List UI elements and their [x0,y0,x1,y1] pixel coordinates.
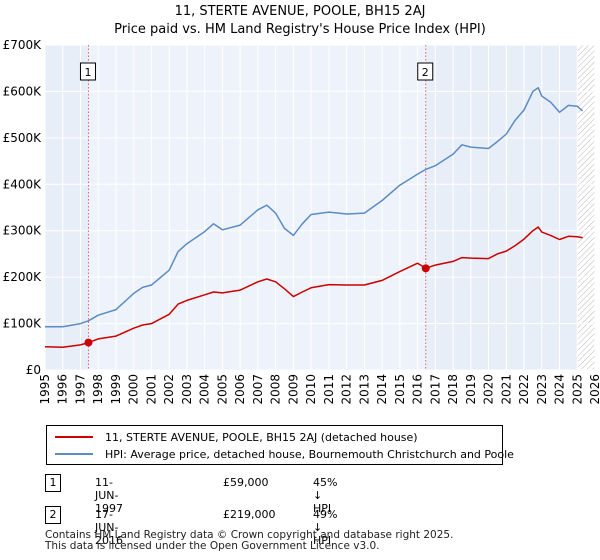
chart-subtitle: Price paid vs. HM Land Registry's House … [114,22,486,37]
x-tick-label: 2026 [588,374,600,405]
x-tick-label: 2025 [570,374,584,405]
forecast-hatch [577,45,595,370]
x-tick-label: 2001 [144,374,158,405]
sale-badge: 1 [45,474,61,492]
x-tick-label: 2009 [286,374,300,405]
sale-number-box [79,62,96,81]
sale-date: 11-JUN-1997 [95,476,123,515]
footer-copyright: Contains HM Land Registry data © Crown c… [45,529,454,541]
x-tick-label: 2019 [464,374,478,405]
x-tick-label: 1996 [56,374,70,405]
y-tick-label: £200K [3,270,43,284]
x-tick-label: 2000 [127,374,141,405]
hpi-series-line [45,86,584,328]
y-tick-label: £600K [3,84,43,98]
y-tick-label: £700K [3,38,43,52]
price-series-line [44,226,583,349]
x-tick-label: 1998 [91,374,105,405]
sale-hpi-diff: 45% ↓ HPI [313,476,338,515]
x-tick-label: 2012 [340,374,354,405]
x-tick-label: 1999 [109,374,123,405]
sale-date: 17-JUN-2016 [95,508,123,547]
legend-label-property: 11, STERTE AVENUE, POOLE, BH15 2AJ (deta… [105,430,418,444]
x-tick-label: 2002 [162,374,176,405]
x-tick-label: 2006 [233,374,247,405]
x-tick-label: 2014 [375,374,389,405]
sale-badge: 2 [45,506,61,524]
legend-label-hpi: HPI: Average price, detached house, Bour… [105,447,514,461]
x-tick-label: 2011 [322,374,336,405]
y-tick-label: £100K [3,317,43,331]
y-tick-label: £500K [3,131,43,145]
x-tick-label: 2013 [357,374,371,405]
legend: 11, STERTE AVENUE, POOLE, BH15 2AJ (deta… [46,425,514,465]
x-tick-label: 2007 [251,374,265,405]
sale-point [421,264,430,273]
x-tick-label: 2016 [411,374,425,405]
x-tick-label: 2003 [180,374,194,405]
sale-point [84,338,93,347]
x-tick-label: 2022 [517,374,531,405]
x-tick-label: 1997 [73,374,87,405]
sale-number-box [417,62,434,81]
x-tick-label: 2005 [215,374,229,405]
x-tick-label: 2017 [428,374,442,405]
sale-price: £219,000 [223,508,276,521]
y-tick-label: £300K [3,224,43,238]
y-tick-label: £400K [3,177,43,191]
ownership-shade [88,45,426,370]
y-tick-label: £0 [26,363,41,377]
x-tick-label: 2010 [304,374,318,405]
legend-swatch-hpi [55,453,93,455]
legend-item-hpi: HPI: Average price, detached house, Bour… [55,446,514,462]
x-tick-label: 2018 [446,374,460,405]
x-tick-label: 2015 [393,374,407,405]
legend-item-property: 11, STERTE AVENUE, POOLE, BH15 2AJ (deta… [55,429,418,445]
x-tick-label: 2023 [535,374,549,405]
sale-price: £59,000 [223,476,269,489]
legend-swatch-property [55,436,93,438]
x-tick-label: 2020 [482,374,496,405]
x-tick-label: 1995 [38,374,52,405]
x-tick-label: 2024 [553,374,567,405]
price-chart: 11, STERTE AVENUE, POOLE, BH15 2AJ Price… [3,4,600,405]
sale-number-label: 2 [422,66,429,79]
sale-number-label: 1 [84,66,91,79]
footer: Contains HM Land Registry data © Crown c… [45,530,453,552]
x-tick-label: 2021 [499,374,513,405]
footer-licence: This data is licensed under the Open Gov… [45,540,380,552]
chart-title: 11, STERTE AVENUE, POOLE, BH15 2AJ [175,4,426,19]
x-tick-label: 2004 [198,374,212,405]
x-tick-label: 2008 [269,374,283,405]
sale-hpi-diff: 49% ↓ HPI [313,508,338,547]
